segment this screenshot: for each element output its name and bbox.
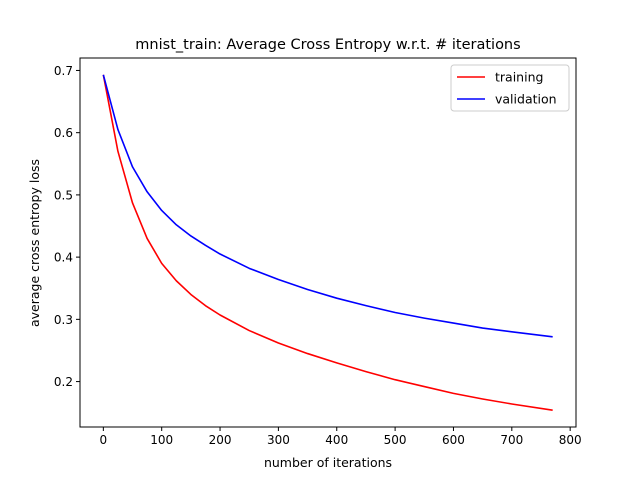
legend-label-training: training (495, 70, 543, 85)
ticks-layer: 0 100 200 300 400 500 600 700 800 0.2 0.3 0.4 0.5 0.6… (54, 64, 582, 447)
x-tick-label: 100 (150, 433, 173, 447)
x-tick-label: 0 (100, 433, 108, 447)
x-tick-label: 200 (209, 433, 232, 447)
x-tick-label: 400 (325, 433, 348, 447)
y-axis-label: average cross entropy loss (27, 159, 42, 327)
x-tick-label: 600 (442, 433, 465, 447)
lines-layer (102, 74, 553, 411)
legend: training validation (450, 64, 570, 112)
y-tick-label: 0.5 (54, 188, 73, 202)
chart-title: mnist_train: Average Cross Entropy w.r.t… (135, 37, 520, 53)
series-line-validation (102, 74, 553, 338)
legend-label-validation: validation (495, 92, 557, 107)
x-tick-label: 500 (384, 433, 407, 447)
y-tick-label: 0.2 (54, 375, 73, 389)
y-tick-label: 0.4 (54, 251, 73, 265)
x-tick-label: 300 (267, 433, 290, 447)
plot-frame (79, 57, 577, 428)
y-tick-label: 0.3 (54, 313, 73, 327)
x-tick-label: 800 (559, 433, 582, 447)
x-axis-label: number of iterations (264, 455, 392, 470)
y-tick-label: 0.7 (54, 64, 73, 78)
x-tick-label: 700 (500, 433, 523, 447)
series-line-training (102, 74, 553, 411)
y-tick-label: 0.6 (54, 126, 73, 140)
